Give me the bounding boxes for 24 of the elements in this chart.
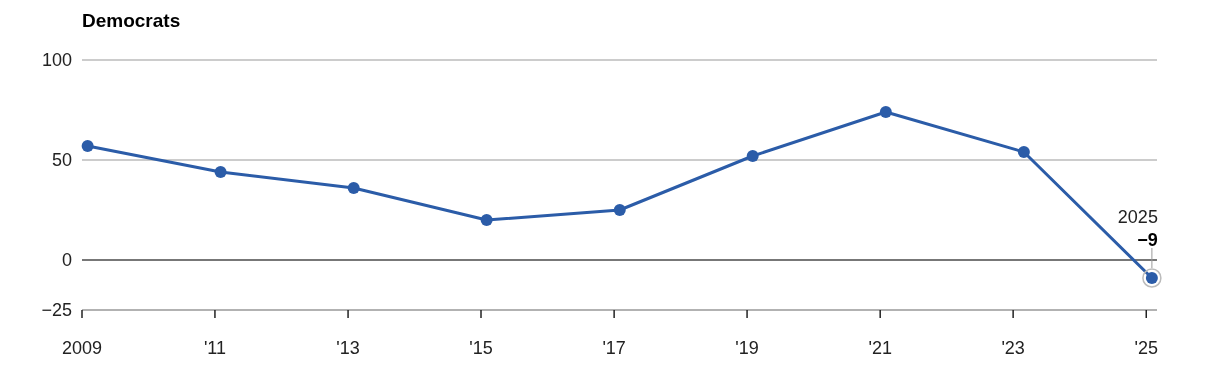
point (347, 182, 360, 194)
point (879, 106, 892, 118)
x-tick-label: '21 (868, 338, 892, 358)
x-tick-label: '19 (735, 338, 759, 358)
data-label: −9 (1137, 230, 1158, 250)
y-tick-label: 0 (61, 250, 72, 270)
point (81, 140, 94, 152)
annotation: 2025 (1117, 207, 1158, 227)
x-tick-label: '11 (203, 338, 226, 358)
point (613, 204, 626, 216)
x-tick-label: '13 (336, 338, 360, 358)
point (480, 214, 493, 226)
point (746, 150, 759, 162)
x-tick-label: '15 (469, 338, 493, 358)
chart-title: Democrats (82, 10, 181, 31)
x-tick-label: 2009 (61, 338, 103, 358)
x-tick-label: '17 (602, 338, 626, 358)
y-tick-label: 50 (51, 150, 72, 170)
y-tick-label: 100 (41, 50, 72, 70)
y-tick-label: −25 (41, 300, 72, 320)
point (1017, 146, 1030, 158)
x-tick-label: '25 (1134, 338, 1158, 358)
point (214, 166, 227, 178)
x-tick-label: '23 (1001, 338, 1025, 358)
